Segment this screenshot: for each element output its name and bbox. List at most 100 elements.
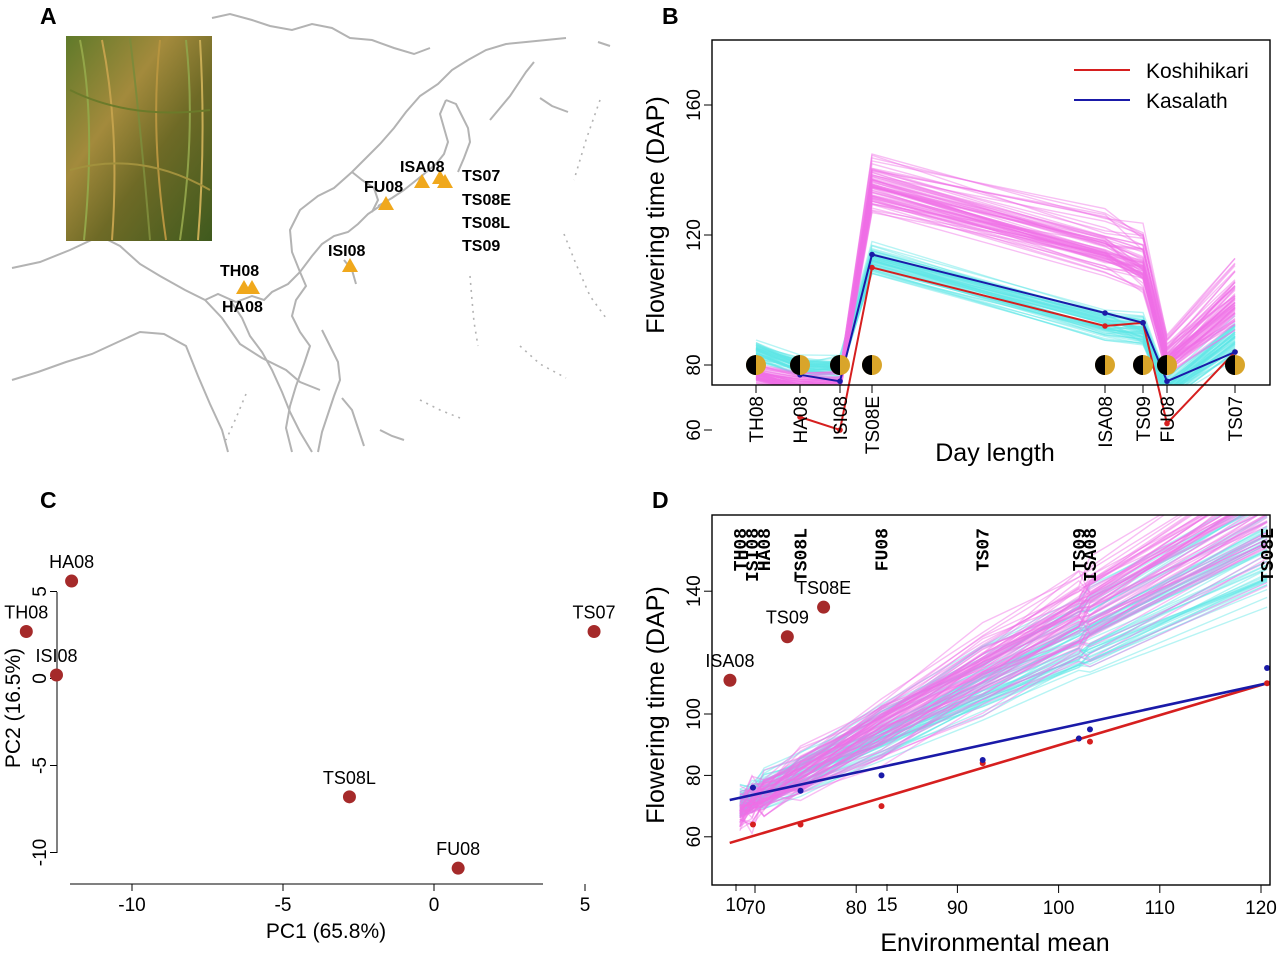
accession-line-pink (755, 178, 1236, 385)
accession-line-pink (755, 178, 1236, 382)
accession-line-pink (739, 515, 1194, 808)
scatter-point (19, 625, 33, 639)
accession-line-pink (739, 544, 1268, 816)
accession-line-pink (739, 515, 1209, 806)
x-axis-label: Day length (935, 439, 1055, 467)
accession-line-pink (755, 183, 1236, 383)
accession-line-cyan (739, 533, 1268, 800)
accession-line-cyan (739, 567, 1268, 817)
accession-line-cyan (739, 538, 1268, 803)
x-tick-label: TS08E (863, 396, 884, 454)
accession-line-pink (755, 186, 1236, 385)
series-point-kasalath (1140, 319, 1146, 326)
series-point-koshihikari (878, 803, 885, 810)
site-marker-triangle (432, 170, 448, 184)
line-bundle-accessions (755, 153, 1236, 385)
accession-line-pink (755, 154, 1236, 374)
accession-line-cyan (739, 568, 1268, 818)
accession-line-pink (739, 533, 1268, 828)
accession-line-pink (755, 175, 1236, 385)
site-label: TS08E (1259, 528, 1279, 582)
accession-line-pink (755, 153, 1236, 375)
scatter-point (817, 600, 831, 614)
accession-line-pink (739, 541, 1268, 828)
accession-line-cyan (739, 564, 1268, 806)
site-marker-triangle (244, 280, 260, 294)
scatter-point (587, 625, 601, 639)
series-point-kasalath (1086, 726, 1093, 733)
accession-line-cyan (739, 515, 1240, 793)
chart-series (729, 664, 1271, 845)
accession-line-cyan (755, 272, 1236, 385)
accession-line-pink (755, 189, 1236, 385)
accession-line-pink (739, 515, 1231, 804)
fit-line-kasalath (729, 682, 1268, 802)
accession-line-pink (755, 181, 1236, 382)
accession-line-pink (739, 515, 1235, 810)
accession-line-pink (755, 195, 1236, 385)
x-tick-label: 80 (846, 898, 867, 919)
accession-line-pink (755, 185, 1236, 385)
accession-line-pink (755, 197, 1236, 385)
site-label: TS09 (1071, 528, 1091, 571)
scatter-point-label: ISA08 (705, 651, 754, 671)
y-tick-label: 160 (684, 89, 705, 121)
map-site-label: FU08 (364, 179, 403, 196)
accession-line-pink (755, 186, 1236, 383)
accession-line-pink (739, 521, 1268, 815)
accession-line-cyan (739, 515, 1246, 794)
series-point-kasalath (1164, 378, 1170, 385)
accession-line-pink (755, 173, 1236, 384)
x-axis-label: PC1 (65.8%) (266, 920, 386, 943)
accession-line-cyan (739, 515, 1251, 797)
accession-line-pink (739, 515, 1212, 813)
accession-line-pink (739, 515, 1260, 812)
legend: Koshihikari Kasalath (1074, 60, 1249, 113)
accession-line-cyan (739, 548, 1268, 801)
y-axis: 60 80 100 140 (684, 575, 712, 847)
scatter-point (451, 861, 465, 875)
site-label: FU08 (874, 528, 894, 571)
accession-line-pink (755, 191, 1236, 385)
accession-line-pink (755, 200, 1236, 385)
series-point-koshihikari (1102, 323, 1108, 329)
accession-line-pink (739, 515, 1268, 827)
accession-line-pink (755, 185, 1236, 385)
y-tick-label: 5 (30, 586, 51, 597)
accession-line-pink (739, 515, 1240, 813)
y-axis-label: Flowering time (DAP) (642, 586, 670, 824)
accession-line-cyan (739, 583, 1268, 817)
accession-line-pink (755, 187, 1236, 385)
site-marker-triangle (378, 196, 394, 210)
accession-line-pink (755, 168, 1236, 375)
accession-line-cyan (739, 543, 1268, 801)
accession-line-pink (755, 178, 1236, 383)
accession-line-cyan (739, 515, 1222, 789)
site-marker-triangle (342, 258, 358, 272)
site-label: TH08 (732, 528, 752, 571)
x-tick-label: 110 (1145, 898, 1175, 919)
x-tick-label: 70 (744, 898, 765, 919)
accession-line-cyan (755, 272, 1236, 385)
scatter-point (65, 574, 79, 588)
accession-line-pink (755, 171, 1236, 381)
series-point-koshihikari (1086, 738, 1093, 745)
accession-line-cyan (739, 543, 1268, 800)
accession-line-pink (739, 515, 1205, 813)
accession-line-pink (739, 515, 1210, 800)
accession-line-pink (739, 515, 1205, 797)
series-point-kasalath (1102, 310, 1108, 316)
x-axis: TH08 HA08 ISI08 TS08E ISA08 TS09 FU08 TS07 (747, 385, 1247, 454)
accession-line-pink (755, 194, 1236, 385)
accession-line-pink (739, 515, 1230, 805)
accession-line-pink (755, 203, 1236, 385)
accession-line-pink (739, 538, 1268, 819)
accession-line-pink (739, 531, 1268, 813)
map-site-label: TS09 (462, 238, 500, 255)
x-tick-label: FU08 (1158, 396, 1179, 442)
x-tick-label: TS07 (1226, 396, 1247, 441)
panel-label-d: D (652, 487, 669, 513)
accession-line-pink (739, 515, 1230, 802)
y-tick-label: 80 (684, 354, 705, 375)
scatter-point-label: TS08E (796, 578, 851, 598)
